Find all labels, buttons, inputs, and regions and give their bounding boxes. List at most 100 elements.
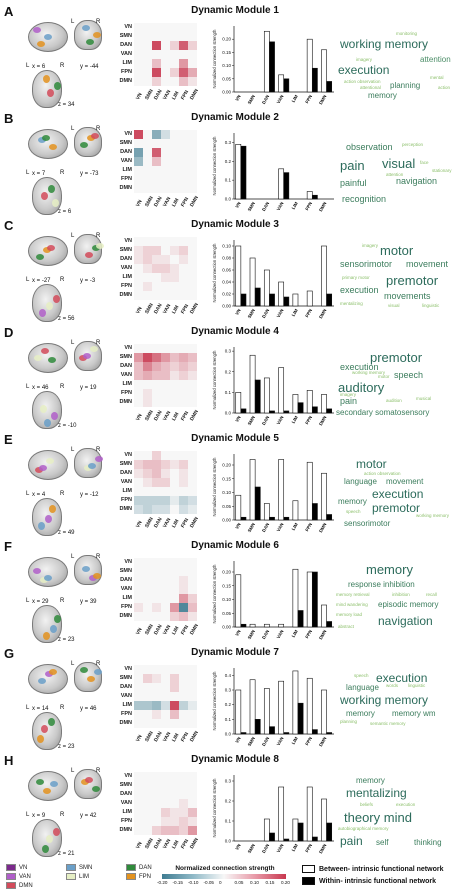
activation-blob [82, 25, 90, 31]
matrix-cell [188, 291, 197, 300]
activation-blob [49, 505, 56, 513]
matrix-cell [179, 175, 188, 184]
matrix-col-label: LIM [171, 90, 181, 101]
matrix-cell [143, 469, 152, 478]
word-cloud-term: premotor [386, 273, 439, 288]
matrix-cell [188, 264, 197, 273]
connection-strength-bar-chart: 0.0 0.1 0.2 0.3 Normalized connection streng… [212, 767, 342, 861]
word-cloud-term: semantic memory [370, 721, 406, 726]
matrix-cell [143, 665, 152, 674]
within-bar [283, 516, 290, 521]
brain-views: x = 46 y = 19 z = -10 L R L R [24, 339, 104, 431]
matrix-cell [179, 585, 188, 594]
activation-blob [84, 465, 92, 471]
connection-strength-bar-chart: 0.0 0.1 0.2 0.3 Normalized connection streng… [212, 339, 342, 433]
word-cloud-term: working memory [416, 513, 450, 518]
matrix-cell [170, 166, 179, 175]
matrix-cell [188, 701, 197, 710]
matrix-cell [143, 166, 152, 175]
slice-coordinate: z = 23 [58, 744, 75, 750]
matrix-cell [152, 683, 161, 692]
matrix-cell [143, 505, 152, 514]
word-cloud-term: memory wm [392, 709, 436, 718]
matrix-cell [152, 130, 161, 139]
word-cloud-term: speech [354, 673, 369, 678]
word-cloud-term: musical [416, 396, 432, 401]
panel-letter: E [4, 432, 13, 447]
matrix-cell [161, 826, 170, 835]
matrix-row-label: VAN [120, 51, 132, 57]
matrix-cell [188, 665, 197, 674]
activation-blob [42, 845, 49, 853]
matrix-cell [152, 817, 161, 826]
x-tick-label: FPN [304, 736, 313, 746]
brain-views: x = 6 y = -44 z = 34 L R L R [24, 18, 104, 110]
matrix-cell [143, 558, 152, 567]
matrix-row-label: VAN [120, 693, 132, 699]
matrix-cell [143, 772, 152, 781]
word-cloud-term: action [438, 85, 451, 90]
matrix-cell [161, 692, 170, 701]
brain-coronal-view [74, 555, 102, 585]
matrix-cell [143, 496, 152, 505]
network-label: FPN [139, 873, 151, 880]
matrix-cell [161, 139, 170, 148]
matrix-cell [179, 808, 188, 817]
between-bar [278, 786, 285, 842]
panel-letter: H [4, 753, 14, 768]
brain-coronal-view [74, 448, 103, 478]
y-tick-label: 0.15 [222, 583, 231, 588]
within-bar [283, 732, 290, 735]
matrix-cell [170, 59, 179, 68]
activation-blob [44, 34, 52, 40]
colorbar-tick-label: -0.20 [157, 880, 168, 885]
word-cloud-term: autobiographical memory [338, 826, 389, 831]
x-tick-label: FPN [304, 415, 313, 425]
slice-coordinate: z = 49 [58, 530, 75, 536]
matrix-cell [152, 451, 161, 460]
matrix-cell [188, 772, 197, 781]
matrix-row-label: FPN [121, 818, 132, 824]
matrix-cell [179, 692, 188, 701]
matrix-cell [134, 478, 143, 487]
x-tick-label: FPN [304, 629, 313, 639]
matrix-cell [179, 130, 188, 139]
matrix-cell [134, 469, 143, 478]
matrix-cell [143, 478, 152, 487]
matrix-cell [170, 68, 179, 77]
matrix-cell [179, 291, 188, 300]
orientation-right-label: R [96, 554, 101, 560]
matrix-cell [179, 59, 188, 68]
brain-sagittal-view [28, 771, 68, 801]
matrix-cell [170, 246, 179, 255]
matrix-cell [134, 781, 143, 790]
slice-coordinate: y = -73 [80, 171, 99, 177]
between-bar [278, 281, 285, 307]
matrix-cell [152, 175, 161, 184]
x-tick-label: DMN [318, 94, 327, 105]
matrix-cell [161, 380, 170, 389]
brain-axial-view [32, 819, 62, 857]
matrix-cell [170, 826, 179, 835]
x-tick-label: SMN [247, 522, 256, 533]
y-axis-label: Normalized connection strength [212, 671, 217, 731]
matrix-cell [134, 77, 143, 86]
word-cloud-term: premotor [370, 350, 423, 365]
matrix-cell [170, 683, 179, 692]
matrix-col-label: DMN [189, 302, 200, 315]
matrix-cell [143, 59, 152, 68]
matrix-cell [134, 380, 143, 389]
brain-coronal-view [74, 127, 102, 157]
activation-blob [53, 295, 60, 303]
matrix-cell [170, 175, 179, 184]
matrix-cell [188, 175, 197, 184]
between-bar [321, 245, 327, 307]
word-cloud-term: pain [340, 396, 358, 406]
matrix-cell [188, 594, 197, 603]
x-tick-label: SMN [247, 201, 256, 212]
orientation-right-label: R [60, 491, 65, 497]
network-label: SMN [79, 864, 93, 871]
matrix-cell [170, 50, 179, 59]
matrix-cell [143, 264, 152, 273]
panel-title: Dynamic Module 4 [191, 326, 279, 337]
